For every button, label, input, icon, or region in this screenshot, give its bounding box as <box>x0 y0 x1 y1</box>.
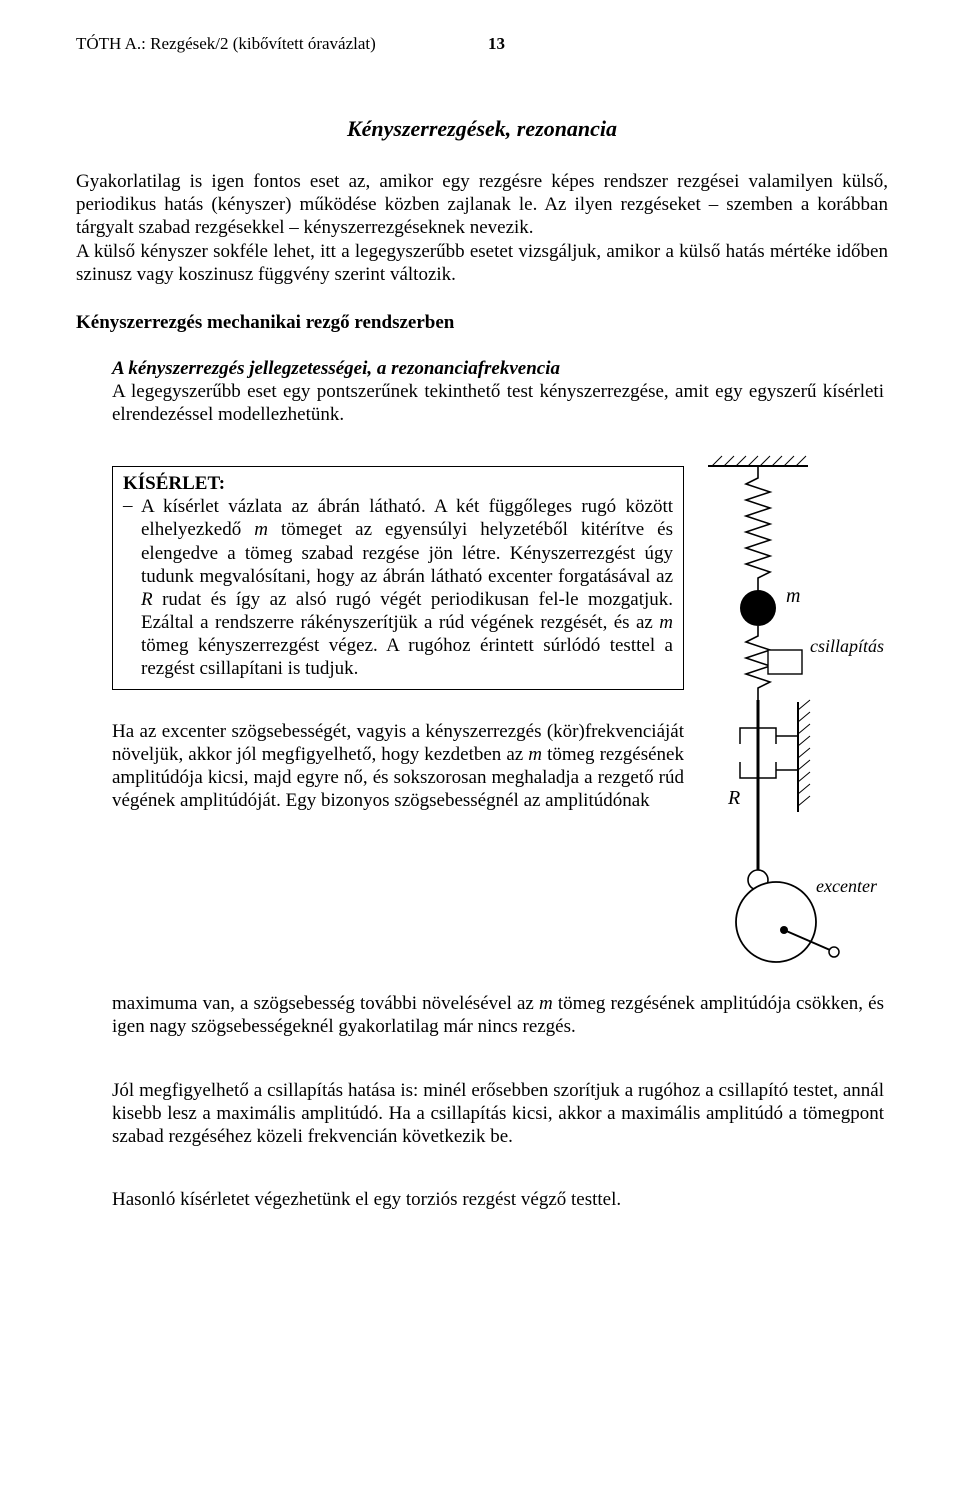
experiment-label: KÍSÉRLET: <box>123 473 673 495</box>
experiment-text-column: KÍSÉRLET: – A kísérlet vázlata az ábrán … <box>76 466 684 812</box>
exp-text-d: tömeg kényszerrezgést végez. A rugóhoz é… <box>141 635 673 679</box>
subheading: Kényszerrezgés mechanikai rezgő rendszer… <box>76 312 888 334</box>
experiment-row: KÍSÉRLET: – A kísérlet vázlata az ábrán … <box>76 466 888 972</box>
afterbox-m: m <box>528 744 542 765</box>
fig-label-R: R <box>727 787 740 809</box>
subsub-text: A legegyszerűbb eset egy pontszerűnek te… <box>112 380 884 426</box>
last-line: Hasonló kísérletet végezhetünk el egy to… <box>112 1188 888 1211</box>
running-head: TÓTH A.: Rezgések/2 (kibővített óravázla… <box>76 34 888 54</box>
apparatus-svg: m csillapítás <box>698 452 888 972</box>
closing-paragraph-1: maximuma van, a szögsebesség további növ… <box>112 992 884 1038</box>
fig-label-m: m <box>786 585 800 607</box>
experiment-box: KÍSÉRLET: – A kísérlet vázlata az ábrán … <box>112 466 684 689</box>
experiment-dash: – <box>123 495 141 680</box>
after-box-paragraph: Ha az excenter szögsebességét, vagyis a … <box>112 720 684 813</box>
closing-m: m <box>539 993 553 1014</box>
closing-paragraph-2: Jól megfigyelhető a csillapítás hatása i… <box>112 1079 884 1149</box>
document-title: Kényszerrezgések, rezonancia <box>76 116 888 142</box>
sub-subheading: A kényszerrezgés jellegzetességei, a rez… <box>112 358 884 380</box>
closing-a: maximuma van, a szögsebesség további növ… <box>112 993 539 1014</box>
fig-label-csillapitas: csillapítás <box>810 636 884 656</box>
document-page: TÓTH A.: Rezgések/2 (kibővített óravázla… <box>0 0 960 1486</box>
header-text: TÓTH A.: Rezgések/2 (kibővített óravázla… <box>76 34 376 53</box>
intro-text-1: Gyakorlatilag is igen fontos eset az, am… <box>76 171 888 238</box>
closing-block: maximuma van, a szögsebesség további növ… <box>112 992 884 1148</box>
fig-label-excenter: excenter <box>816 876 878 896</box>
experiment-body: A kísérlet vázlata az ábrán látható. A k… <box>141 495 673 680</box>
exp-m1: m <box>254 519 268 540</box>
apparatus-figure: m csillapítás <box>698 452 888 972</box>
exp-m2: m <box>659 612 673 633</box>
intro-text-2: A külső kényszer sokféle lehet, itt a le… <box>76 241 888 285</box>
exp-R: R <box>141 589 153 610</box>
experiment-item: – A kísérlet vázlata az ábrán látható. A… <box>123 495 673 680</box>
page-number: 13 <box>488 34 505 54</box>
intro-indent: A kényszerrezgés jellegzetességei, a rez… <box>112 358 884 426</box>
intro-paragraph: Gyakorlatilag is igen fontos eset az, am… <box>76 170 888 286</box>
exp-text-c: rudat és így az alsó rugó végét periodik… <box>141 589 673 633</box>
